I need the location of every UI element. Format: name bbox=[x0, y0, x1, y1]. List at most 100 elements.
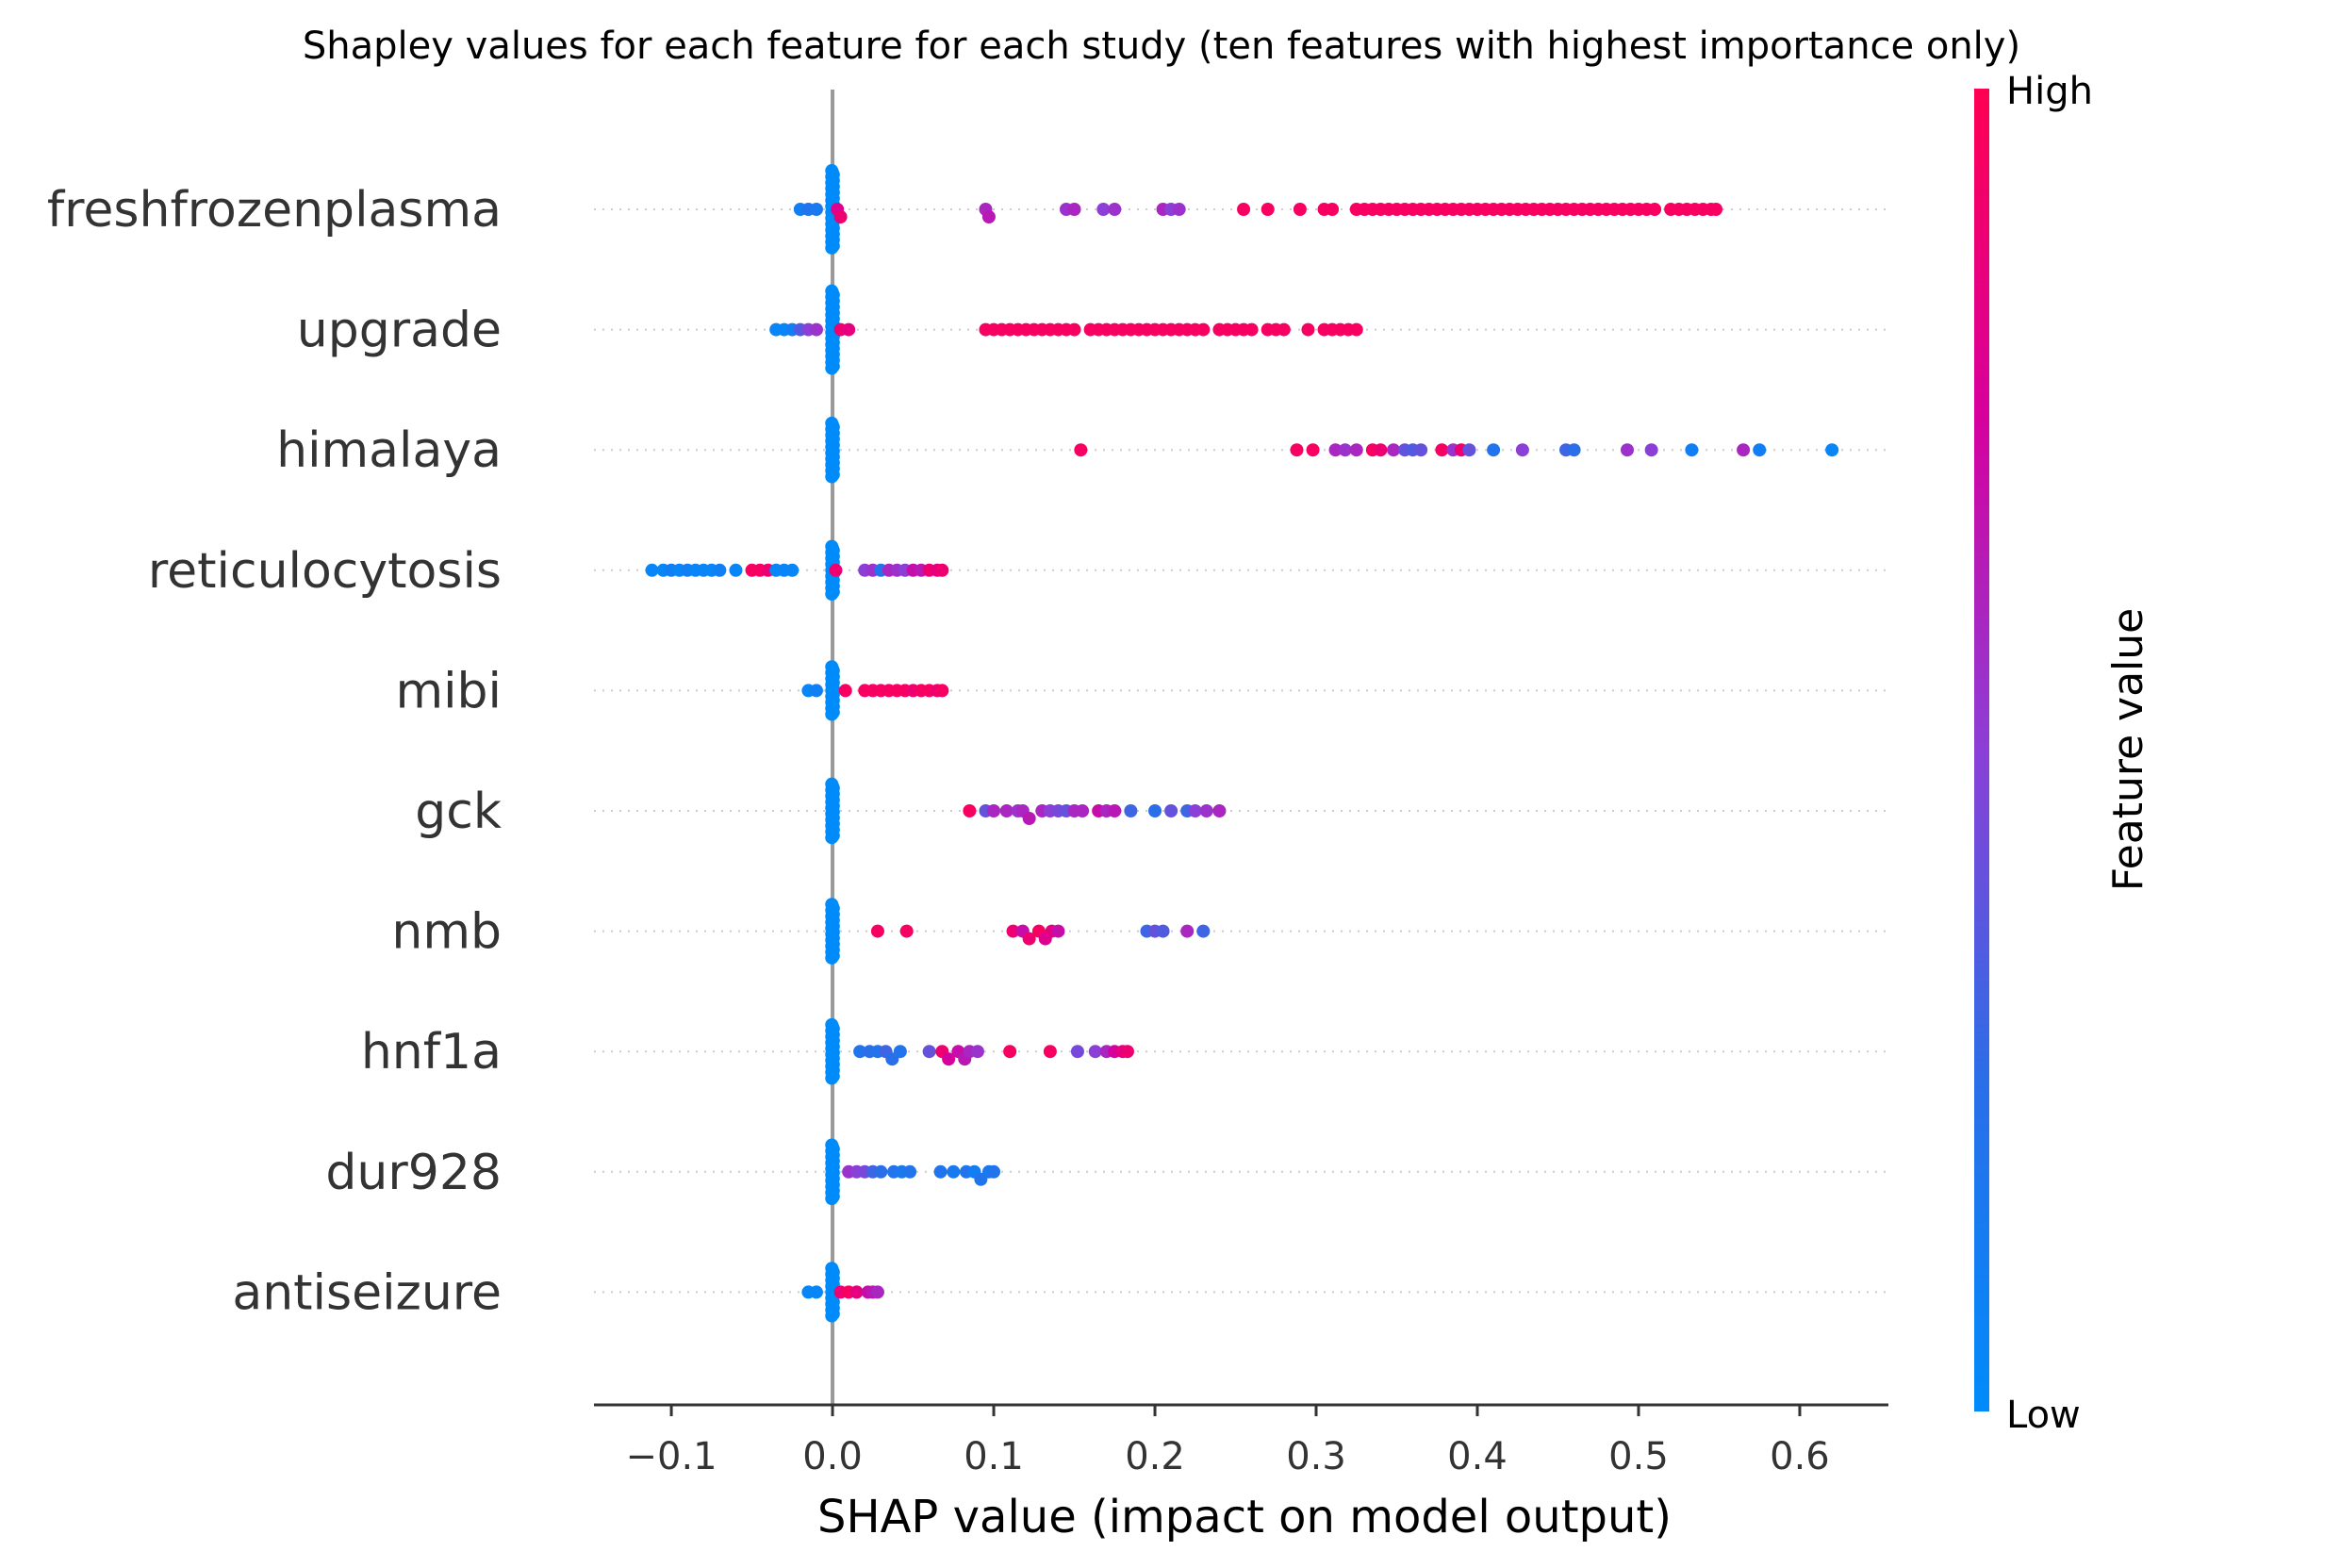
shap-point bbox=[870, 1285, 884, 1299]
shap-point bbox=[922, 1045, 936, 1059]
shap-point bbox=[825, 1309, 839, 1323]
shap-point bbox=[1306, 443, 1320, 457]
shap-point bbox=[1022, 932, 1036, 946]
shap-point bbox=[1022, 812, 1036, 825]
shap-point bbox=[1074, 443, 1088, 457]
shap-point bbox=[893, 1045, 907, 1059]
shap-point bbox=[870, 924, 884, 938]
shap-point bbox=[1067, 203, 1081, 216]
shap-point bbox=[1108, 203, 1122, 216]
shap-point bbox=[1148, 804, 1162, 817]
shap-point bbox=[947, 1164, 961, 1179]
shap-point bbox=[1088, 1045, 1102, 1059]
shap-point bbox=[825, 587, 839, 601]
x-axis-label: SHAP value (impact on model output) bbox=[817, 1491, 1672, 1543]
shap-point bbox=[1825, 443, 1839, 457]
shap-point bbox=[1067, 322, 1081, 337]
shap-point bbox=[1051, 924, 1065, 938]
shap-point bbox=[1462, 443, 1476, 457]
x-axis-ticks: −0.1 0.0 0.1 0.2 0.3 0.4 0.5 0.6 bbox=[626, 1405, 1830, 1478]
shap-point bbox=[970, 1045, 984, 1059]
shap-point bbox=[963, 804, 977, 817]
shap-point bbox=[1199, 804, 1213, 817]
shap-point bbox=[1124, 804, 1138, 817]
shap-point bbox=[987, 804, 1001, 817]
shap-point bbox=[1070, 1045, 1084, 1059]
shap-point bbox=[1349, 443, 1363, 457]
shap-point bbox=[1261, 203, 1275, 216]
shap-point bbox=[825, 950, 839, 965]
shap-point bbox=[1414, 443, 1428, 457]
shap-point bbox=[1244, 322, 1259, 337]
shap-point bbox=[713, 563, 727, 577]
shap-point bbox=[849, 1285, 864, 1299]
feature-label: hnf1a bbox=[361, 1024, 502, 1081]
shap-point bbox=[1515, 443, 1529, 457]
shap-point bbox=[1387, 443, 1401, 457]
shap-point bbox=[1301, 322, 1315, 337]
shap-point bbox=[729, 563, 743, 577]
shap-point bbox=[899, 924, 914, 938]
shap-point bbox=[825, 707, 839, 721]
shap-point bbox=[999, 804, 1013, 817]
shap-point bbox=[1644, 443, 1658, 457]
colorbar bbox=[1974, 89, 1989, 1411]
shap-point bbox=[1076, 804, 1090, 817]
feature-label: nmb bbox=[391, 904, 502, 961]
shap-point bbox=[809, 203, 823, 216]
shap-point bbox=[1120, 1045, 1134, 1059]
shap-points bbox=[645, 164, 1839, 1323]
feature-label: dur928 bbox=[325, 1145, 502, 1201]
shap-point bbox=[1196, 924, 1211, 938]
x-tick-label: −0.1 bbox=[626, 1435, 717, 1478]
shap-point bbox=[1237, 203, 1251, 216]
shap-point bbox=[874, 1164, 888, 1179]
shap-point bbox=[1180, 924, 1195, 938]
shap-point bbox=[1328, 443, 1343, 457]
feature-label: himalaya bbox=[276, 422, 502, 479]
shap-point bbox=[825, 470, 839, 484]
shap-point bbox=[1108, 804, 1122, 817]
shap-point bbox=[1435, 443, 1449, 457]
shap-point bbox=[1172, 203, 1186, 216]
shap-point bbox=[1567, 443, 1581, 457]
shap-point bbox=[1709, 203, 1723, 216]
shap-point bbox=[1685, 443, 1699, 457]
chart-title: Shapley values for each feature for each… bbox=[303, 25, 2020, 68]
shap-point bbox=[1648, 203, 1662, 216]
shap-point bbox=[809, 322, 823, 337]
shap-point bbox=[853, 1045, 867, 1059]
shap-point bbox=[1293, 203, 1307, 216]
shap-point bbox=[1374, 443, 1388, 457]
shap-point bbox=[1349, 322, 1363, 337]
shap-point bbox=[645, 563, 659, 577]
shap-point bbox=[1156, 924, 1170, 938]
shap-point bbox=[942, 1052, 956, 1066]
x-tick-label: 0.2 bbox=[1125, 1435, 1185, 1478]
shap-point bbox=[1196, 322, 1211, 337]
shap-point bbox=[903, 1164, 917, 1179]
shap-point bbox=[1277, 322, 1291, 337]
shap-point bbox=[1753, 443, 1767, 457]
colorbar-high-label: High bbox=[2006, 70, 2093, 113]
shap-point bbox=[1621, 443, 1635, 457]
shap-point bbox=[935, 563, 949, 577]
shap-point bbox=[981, 210, 996, 223]
shap-point bbox=[785, 563, 799, 577]
shap-point bbox=[825, 240, 839, 255]
shap-point bbox=[1212, 804, 1227, 817]
shap-point bbox=[809, 684, 823, 698]
shap-point bbox=[1338, 443, 1352, 457]
shap-point bbox=[825, 1192, 839, 1206]
shap-point bbox=[833, 210, 848, 223]
shap-point bbox=[829, 563, 843, 577]
x-tick-label: 0.6 bbox=[1770, 1435, 1830, 1478]
shap-point bbox=[1006, 924, 1020, 938]
shap-point bbox=[825, 1071, 839, 1085]
x-tick-label: 0.3 bbox=[1286, 1435, 1346, 1478]
shap-point bbox=[1188, 804, 1202, 817]
x-tick-label: 0.4 bbox=[1447, 1435, 1508, 1478]
feature-label: upgrade bbox=[297, 303, 502, 359]
feature-label: mibi bbox=[395, 663, 502, 719]
shap-point bbox=[825, 831, 839, 845]
